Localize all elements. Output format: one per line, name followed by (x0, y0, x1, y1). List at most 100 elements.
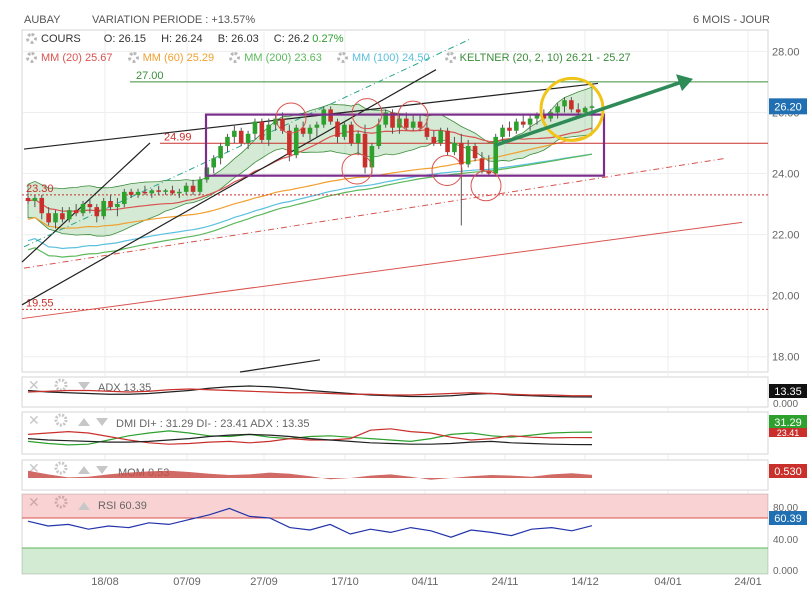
candle-body (493, 136, 499, 174)
candle-body (342, 124, 347, 137)
candle-body (101, 201, 106, 217)
candle-body (280, 118, 285, 131)
rsi-move-up-icon (78, 502, 90, 510)
gear-icon[interactable] (127, 52, 139, 63)
level-label-27: 27.00 (136, 70, 164, 82)
legend-item-mm200[interactable]: MM (200) 23.63 (229, 52, 322, 64)
candle-body (149, 190, 155, 194)
gear-icon[interactable] (229, 52, 241, 63)
trendline-initial (21, 142, 151, 263)
candle-body (60, 213, 65, 220)
dmi-move-up-icon (78, 418, 90, 426)
candle-body (403, 118, 409, 128)
rsi-y-tick: 0.000 (773, 566, 798, 577)
candle-body (507, 127, 512, 131)
dmi-series-line (27, 430, 593, 446)
rsi-value-label: 60.39 (774, 513, 802, 525)
dmi-panel-close-icon: ✕ (28, 412, 40, 428)
channel-lower-dashed (23, 157, 727, 269)
channel-box (204, 113, 606, 177)
y-tick-label: 20.00 (772, 291, 800, 303)
dmi-series-line (27, 428, 593, 445)
candle-body (128, 191, 134, 195)
mom-panel-close-icon: ✕ (28, 460, 40, 476)
touch-circle (351, 98, 383, 130)
candle-body (459, 142, 464, 165)
adx-y-tick: 0.000 (773, 399, 798, 410)
rsi-panel-frame (21, 493, 769, 575)
candle-body (142, 191, 148, 194)
candle-body (273, 118, 278, 125)
candle-body (183, 185, 189, 192)
support-line-long (21, 221, 743, 320)
candle-body (438, 130, 443, 143)
x-tick-label: 24/11 (492, 576, 519, 588)
candle-body (73, 210, 79, 214)
change-value: 0.27% (312, 33, 344, 45)
candle-body (383, 112, 388, 125)
gear-icon[interactable] (26, 33, 37, 44)
candle-body (211, 158, 217, 168)
candle-body (94, 207, 100, 217)
level-label-2330: 23.30 (26, 183, 54, 195)
candle-body (197, 179, 203, 192)
dmi-move-down-icon (96, 418, 108, 426)
touch-circle (275, 102, 307, 134)
x-tick-label: 18/08 (91, 576, 119, 588)
rsi-oversold-zone (22, 548, 768, 574)
candle-body (115, 204, 120, 208)
candle-body (534, 115, 540, 119)
keltner-band (27, 86, 593, 237)
x-tick-label: 24/01 (734, 576, 762, 588)
ticker: AUBAY (24, 14, 61, 26)
y-tick-label: 18.00 (772, 352, 800, 364)
candle-body (156, 190, 161, 192)
candle-body (39, 197, 45, 214)
adx-panel-gear-icon (54, 378, 68, 392)
cours-label: COURS (41, 33, 81, 45)
mom-move-down-icon (96, 466, 108, 474)
x-tick-label: 27/09 (250, 576, 278, 588)
candle-body (121, 191, 127, 205)
candle-body (135, 191, 141, 195)
trendline-steep (21, 69, 437, 306)
gear-icon[interactable] (336, 52, 348, 63)
candle-body (245, 133, 251, 143)
trendline-upper (23, 82, 599, 150)
legend-item-keltner[interactable]: KELTNER (20, 2, 10) 26.21 - 25.27 (444, 52, 631, 64)
legend-item-mm60[interactable]: MM (60) 25.29 (127, 52, 214, 64)
dmi-series-line (27, 433, 593, 446)
touch-circle (431, 154, 463, 186)
mom-area (28, 470, 592, 480)
candle-body (80, 204, 86, 214)
candle-body (575, 109, 581, 113)
dmi-minus-badge (769, 428, 807, 437)
y-tick-label: 28.00 (772, 46, 800, 58)
x-tick-label: 14/12 (571, 576, 599, 588)
gear-icon[interactable] (26, 52, 37, 63)
candle-body (514, 121, 519, 131)
candle-body (218, 146, 223, 159)
period-label[interactable]: 6 MOIS - JOUR (692, 14, 770, 26)
mom-badge (769, 464, 807, 478)
legend-item-mm100[interactable]: MM (100) 24.50 (336, 52, 430, 64)
dmi-legend: DMI DI+ : 31.29 DI- : 23.41 ADX : 13.35 (116, 418, 310, 430)
rsi-legend: RSI 60.39 (98, 500, 147, 512)
legend-item-mm20[interactable]: MM (20) 25.67 (26, 52, 113, 64)
low-value: B: 26.03 (217, 33, 259, 45)
rsi-overbought-zone (22, 494, 768, 518)
candle-body (170, 190, 175, 194)
rsi-y-tick: 40.00 (773, 535, 798, 546)
candle-body (300, 127, 306, 134)
candle-body (569, 100, 574, 110)
gear-icon[interactable] (444, 52, 456, 63)
candle-body (266, 124, 272, 140)
mom-panel-gear-icon (54, 461, 68, 475)
rsi-y-tick: 80.00 (773, 503, 798, 514)
x-tick-label: 17/10 (331, 576, 359, 588)
candle-body (314, 124, 320, 128)
candle-body (486, 170, 492, 174)
candle-body (541, 115, 547, 119)
variation-label: VARIATION PERIODE : +13.57% (92, 14, 256, 26)
